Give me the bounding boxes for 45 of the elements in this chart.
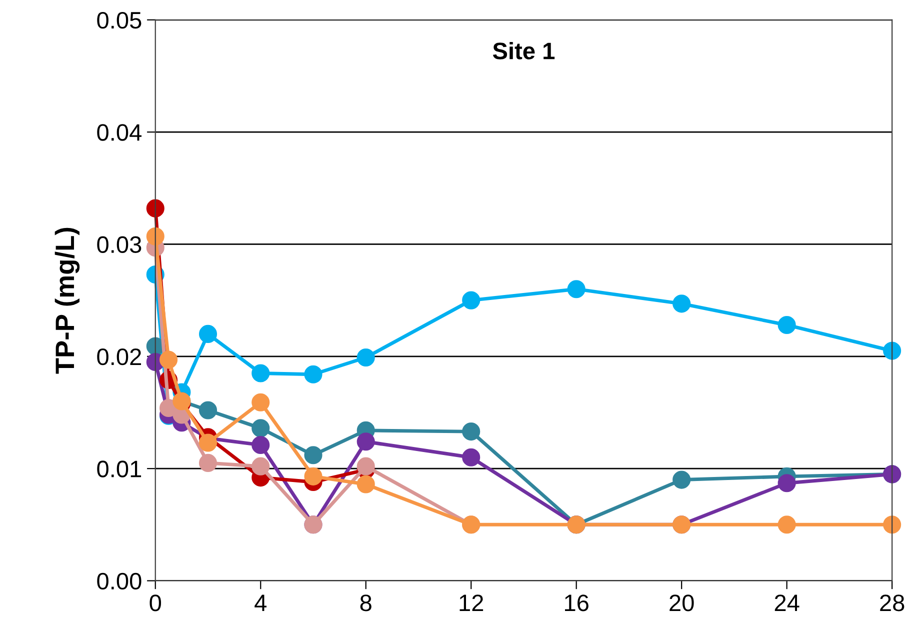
point (252, 436, 270, 454)
point (462, 291, 480, 310)
y-tick-label: 0.05 (97, 12, 142, 29)
x-tick-label: 24 (774, 594, 800, 612)
text: Site 1 (492, 42, 555, 60)
point (356, 348, 375, 367)
point (304, 446, 322, 464)
y-tick-label: 0.00 (97, 572, 142, 590)
x-tick-label: 0 (150, 594, 162, 612)
x-tick-label: 16 (565, 594, 588, 612)
point (198, 434, 218, 452)
point (462, 448, 480, 466)
x-tick-label: 28 (880, 594, 904, 612)
point (883, 342, 902, 360)
y-tick-label: 0.02 (97, 348, 142, 366)
point (304, 467, 322, 486)
x-tick-label: 4 (254, 594, 266, 612)
point (778, 516, 796, 534)
point (252, 457, 270, 476)
point (198, 324, 218, 343)
y-tick-label: 0.01 (97, 460, 142, 478)
x-tick-label: 12 (460, 594, 484, 612)
point (356, 475, 375, 494)
point (672, 470, 691, 489)
point (252, 419, 270, 438)
point (252, 364, 270, 382)
point (778, 316, 796, 334)
point (672, 294, 691, 313)
x-tick-label: 20 (670, 594, 694, 612)
point (778, 474, 796, 492)
point (462, 422, 480, 441)
point (146, 227, 164, 246)
point (304, 365, 322, 384)
y-tick-label: 0.04 (97, 124, 142, 141)
point (160, 350, 178, 369)
x-tick-label: 8 (360, 594, 372, 612)
point (883, 516, 902, 534)
point (198, 454, 218, 472)
point (146, 199, 164, 218)
point (356, 432, 375, 451)
point (567, 280, 586, 298)
y-axis-title: TP-P (mg/L) (54, 228, 80, 374)
point (252, 393, 270, 412)
y-tick-label: 0.03 (97, 236, 142, 254)
point (198, 401, 218, 420)
